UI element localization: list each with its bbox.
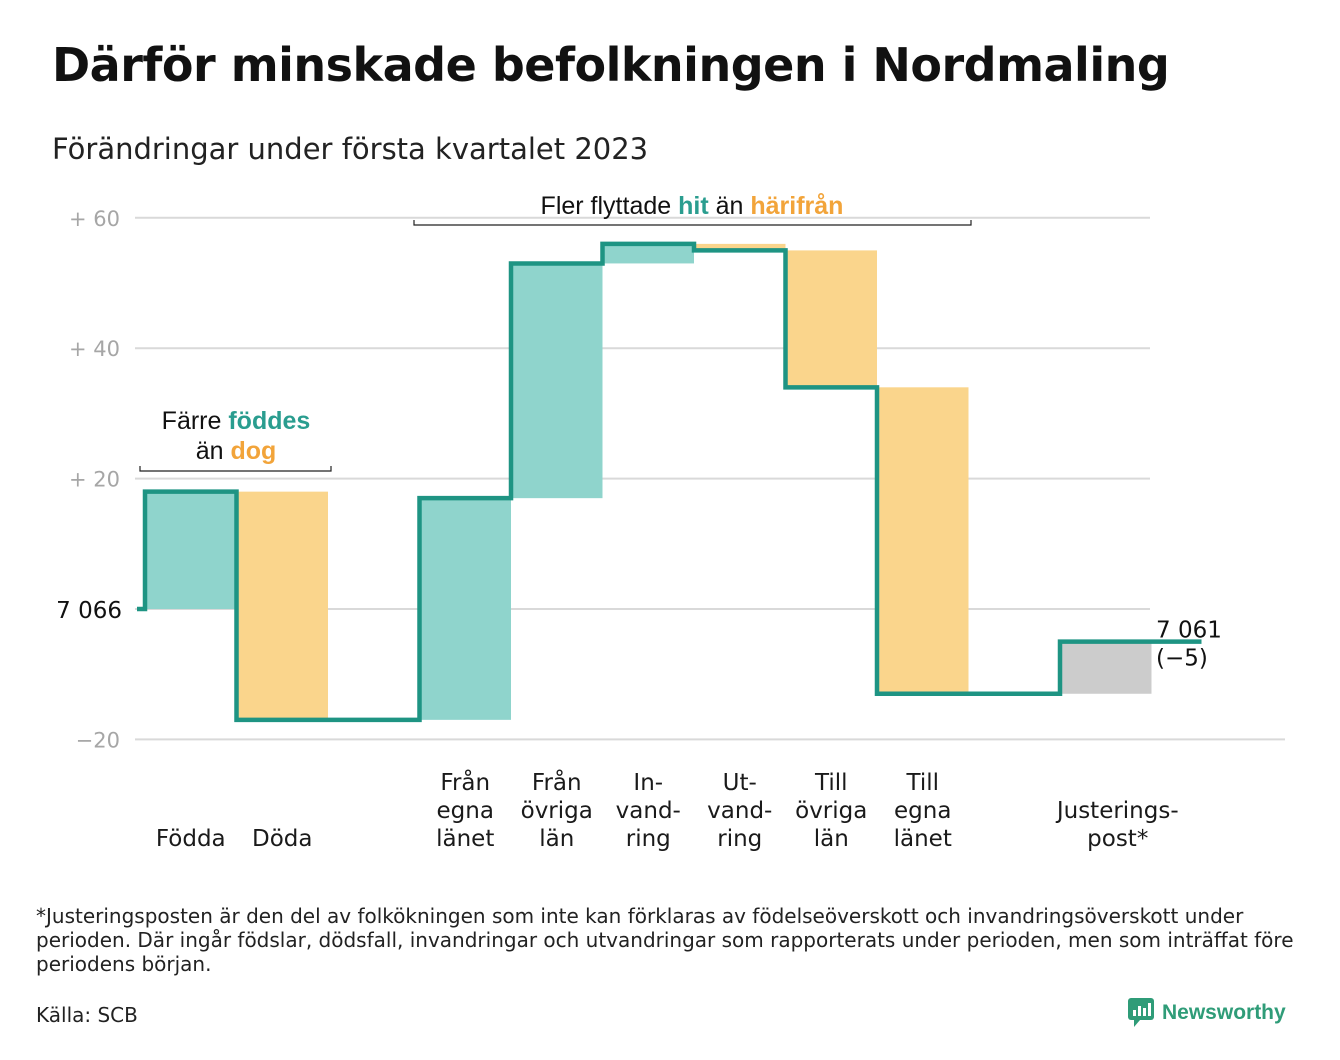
category-label: egna (437, 798, 494, 824)
annotation-births-deaths: Färre föddes (162, 407, 311, 435)
bar-in (511, 263, 603, 499)
category-label: ring (717, 826, 762, 852)
chart-title: Därför minskade befolkningen i Nordmalin… (52, 38, 1170, 92)
category-label: Till (905, 770, 939, 796)
bar-in (145, 491, 237, 609)
category-label: In- (633, 770, 663, 796)
category-label: Födda (156, 826, 226, 852)
y-tick-label: −20 (76, 728, 120, 752)
category-label: Från (532, 768, 582, 796)
category-label: vand- (616, 798, 681, 824)
annotation-births-deaths: än dog (196, 437, 277, 465)
category-label: egna (894, 798, 951, 824)
category-label: övriga (795, 798, 867, 824)
end-change-label: (−5) (1156, 646, 1208, 672)
category-label: vand- (707, 798, 772, 824)
category-label: Till (814, 770, 848, 796)
brand[interactable]: Newsworthy (1128, 998, 1286, 1028)
bar-in (602, 243, 694, 264)
category-label: ring (626, 826, 671, 852)
brand-name: Newsworthy (1162, 1001, 1286, 1024)
annotation-bracket (413, 220, 972, 226)
bar-out (877, 387, 969, 694)
bar-out (785, 250, 877, 388)
y-tick-label: + 60 (69, 207, 120, 231)
bar-out (694, 243, 786, 251)
footnote: *Justeringsposten är den del av folkökni… (36, 904, 1294, 976)
bar-adjust (1060, 641, 1152, 694)
category-label: Döda (252, 826, 312, 852)
bar-out (236, 491, 328, 720)
y-tick-label: + 20 (69, 468, 120, 492)
category-label: länet (894, 826, 952, 852)
end-value-label: 7 061 (1156, 618, 1222, 644)
annotation-bracket (139, 466, 332, 472)
chart-subtitle: Förändringar under första kvartalet 2023 (52, 132, 649, 166)
category-label: län (539, 826, 574, 852)
bar-in (419, 498, 511, 720)
category-label: län (814, 826, 849, 852)
start-value-label: 7 066 (56, 598, 122, 624)
category-label: Från (440, 768, 490, 796)
newsworthy-logo-icon (1128, 998, 1154, 1028)
y-tick-label: + 40 (69, 337, 120, 361)
annotation-migration: Fler flyttade hit än härifrån (541, 192, 844, 220)
category-label: Ut- (723, 770, 757, 796)
category-label: övriga (521, 798, 593, 824)
category-label: länet (436, 826, 494, 852)
source-label: Källa: SCB (36, 1003, 138, 1027)
category-label: Justerings- (1055, 798, 1179, 824)
category-label: post* (1087, 826, 1148, 852)
cumulative-step-line (137, 241, 1202, 723)
